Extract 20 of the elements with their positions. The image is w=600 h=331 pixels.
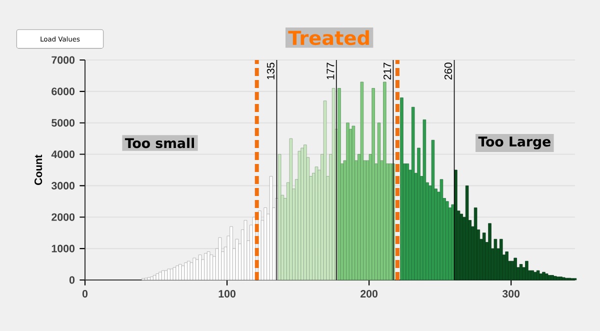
y-axis-title: Count [34,154,42,185]
x-tick-label: 200 [360,290,378,298]
y-tick-label: 2000 [52,213,75,221]
y-tick-label: 1000 [52,244,75,252]
y-tick-label: 5000 [52,119,75,127]
annotation: Too Large [478,136,550,150]
ref-line-label: 260 [444,62,452,80]
y-tick-label: 7000 [52,56,75,64]
x-tick-label: 300 [502,290,520,298]
ref-line-label: 177 [326,62,334,80]
y-tick-label: 3000 [51,182,75,190]
y-tick-label: 6000 [52,88,75,96]
x-tick-label: 0 [82,290,88,298]
y-tick-label: 4000 [51,150,75,158]
ref-line-label: 217 [383,62,391,80]
annotation: Too small [124,138,194,148]
x-tick-label: 100 [218,290,236,298]
chart-title: Treated [288,30,369,46]
y-tick-label: 0 [69,276,75,284]
ref-line-label: 135 [266,62,274,80]
